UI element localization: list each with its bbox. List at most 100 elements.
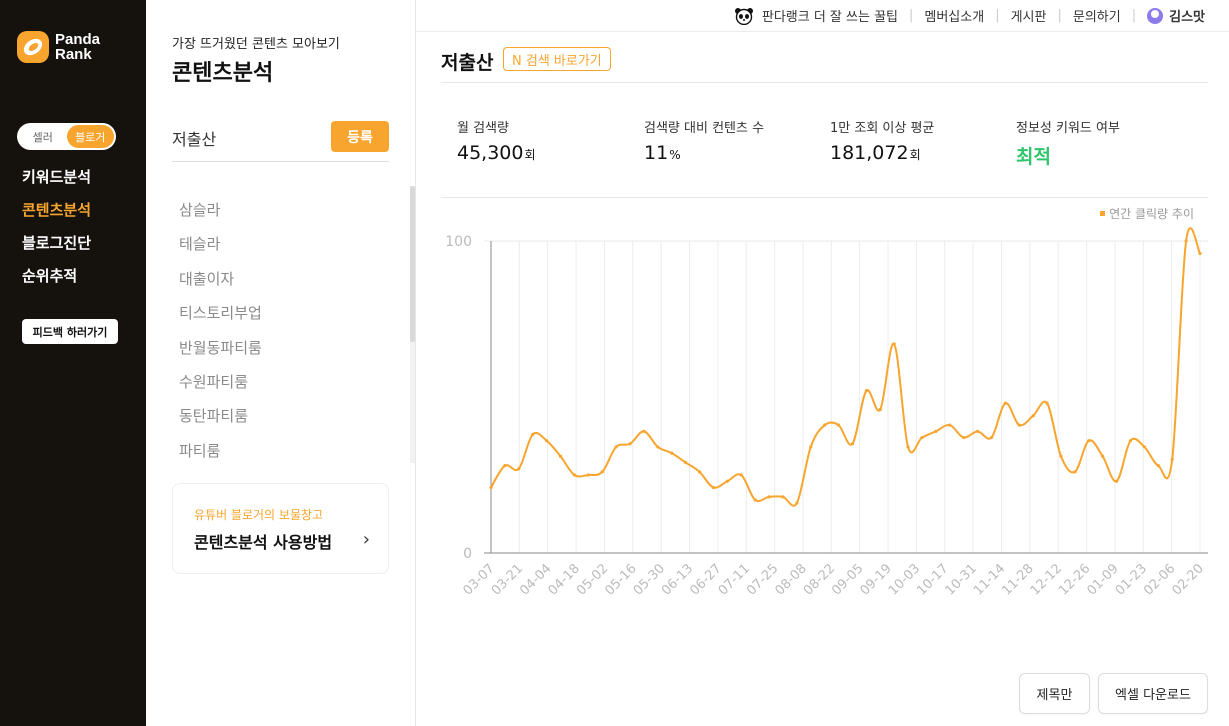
stat-unit: 회 [909,148,921,162]
nav-item-blog-diagnosis[interactable]: 블로그진단 [22,234,92,252]
user-name[interactable]: 김스맛 [1169,10,1205,25]
scrollbar-thumb[interactable] [410,186,415,342]
x-tick-label: 12-26 [1056,561,1093,598]
data-point [836,423,841,427]
stat-unit: % [669,148,681,162]
register-button[interactable]: 등록 [331,121,389,152]
data-point [864,389,868,393]
feedback-button[interactable]: 피드백 하러가기 [22,319,118,344]
data-point [572,473,577,477]
data-point [767,495,771,499]
data-point [989,435,994,440]
logo[interactable]: Panda Rank [17,31,100,63]
x-tick-label: 03-21 [489,561,526,598]
data-point [948,423,952,427]
data-point [1142,445,1146,449]
x-tick-label: 01-23 [1113,561,1150,598]
x-tick-label: 09-19 [858,561,895,598]
data-point [656,445,660,449]
data-point [545,439,549,443]
stat-value: 181,072회 [830,142,1030,164]
data-point [711,485,716,490]
stat-number: 45,300 [457,142,524,164]
x-tick-label: 12-12 [1028,561,1065,598]
logo-text: Panda Rank [55,32,100,62]
toggle-seller[interactable]: 셀러 [32,130,53,144]
data-point [725,479,729,483]
data-point [906,445,910,449]
toggle-blogger[interactable]: 블로거 [66,125,114,148]
data-point [1128,439,1133,443]
x-tick-label: 05-02 [574,561,611,598]
x-tick-label: 08-08 [772,561,809,598]
data-point [934,429,938,433]
seller-blogger-toggle: 셀러 블로거 [17,123,116,150]
keyword-list-item[interactable]: 동탄파티룸 [179,407,249,426]
series-line [490,227,1201,507]
keyword-title: 저출산 [441,52,494,74]
data-point [684,460,688,465]
data-point [642,429,646,433]
stat-label: 검색량 대비 컨텐츠 수 [644,121,765,136]
keyword-list-item[interactable]: 테슬라 [179,235,221,254]
membership-link[interactable]: 멤버십소개 [924,10,985,25]
excel-download-button[interactable]: 엑셀 다운로드 [1098,673,1208,714]
stat-info-keyword: 정보성 키워드 여부 최적 [1016,117,1216,169]
y-tick-label: 100 [445,234,472,250]
keyword-list-item[interactable]: 대출이자 [179,269,235,288]
x-tick-label: 11-14 [971,561,1008,598]
keyword-list-item[interactable]: 수원파티룸 [179,372,249,391]
stat-content-ratio: 검색량 대비 컨텐츠 수 11% [644,117,844,164]
logo-line1: Panda [55,31,101,48]
naver-search-link[interactable]: N 검색 바로가기 [503,47,611,71]
data-point [739,473,743,477]
data-point [697,470,702,474]
data-point [892,342,896,346]
nav-item-content-analysis[interactable]: 콘텐츠분석 [22,201,92,219]
data-point [1003,401,1007,405]
data-point [975,429,980,433]
x-tick-label: 05-16 [602,561,639,598]
title-only-button[interactable]: 제목만 [1019,673,1090,714]
divider: | [1057,8,1062,23]
divider: | [1131,8,1137,23]
y-tick-label: 0 [463,546,472,562]
legend-label: 연간 클릭량 추이 [1109,207,1194,221]
x-tick-label: 10-31 [943,561,980,598]
keyword-list-item[interactable]: 파티룸 [179,441,221,460]
keyword-list-item[interactable]: 삼슬라 [179,201,221,219]
board-link[interactable]: 게시판 [1010,10,1047,25]
guide-card[interactable]: 유튜버 블로거의 보물창고 콘텐츠분석 사용방법 › [172,483,389,574]
x-tick-label: 01-09 [1084,561,1121,598]
nav-item-rank-tracking[interactable]: 순위추적 [22,267,78,285]
chart-legend: 연간 클릭량 추이 [1100,205,1194,222]
keyword-list-scrollbar[interactable] [410,186,415,463]
divider [441,82,1208,83]
stat-value: 최적 [1016,146,1051,168]
legend-marker [1100,211,1106,216]
keyword-input[interactable]: 저출산 [172,130,217,149]
stat-label: 정보성 키워드 여부 [1016,121,1120,136]
data-point [1170,457,1174,461]
nav-item-keyword-analysis[interactable]: 키워드분석 [22,168,92,186]
data-point [1045,401,1049,405]
data-point [920,435,924,440]
data-point [1198,251,1202,256]
contact-link[interactable]: 문의하기 [1072,10,1121,25]
keyword-list-item[interactable]: 티스토리부업 [179,304,262,323]
x-tick-label: 08-22 [801,561,838,598]
tips-link[interactable]: 판다랭크 더 잘 쓰는 꿀팁 [761,10,898,25]
data-point [670,451,674,455]
user-avatar-icon[interactable] [1147,7,1164,24]
data-point [503,464,507,468]
stat-unit: 회 [524,148,536,162]
x-tick-label: 07-11 [716,561,753,598]
divider: | [909,8,914,23]
click-trend-chart: 010003-0703-2104-0404-1805-0205-1605-300… [445,227,1208,599]
data-point [781,495,785,499]
stat-label: 1만 조회 이상 평균 [830,121,935,136]
keyword-list-item[interactable]: 반월동파티룸 [179,338,262,357]
x-tick-label: 06-27 [687,561,724,598]
top-header: 판다랭크 더 잘 쓰는 꿀팁 | 멤버십소개 | 게시판 | 문의하기 | 김스… [416,0,1229,32]
